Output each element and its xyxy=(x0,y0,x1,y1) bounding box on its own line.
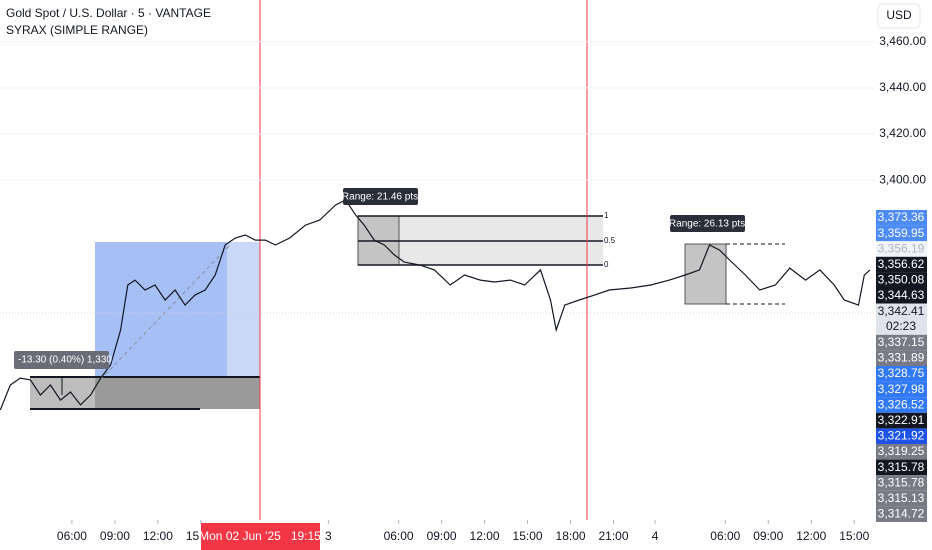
x-tick-label: 09:00 xyxy=(100,529,130,543)
x-tick-label: 15:00 xyxy=(839,529,869,543)
long-zone xyxy=(95,242,227,378)
price-tag xyxy=(876,256,927,273)
price-tag-label: 3,327.98 xyxy=(878,382,925,396)
price-tag-label: 3,350.08 xyxy=(878,273,925,287)
y-tick-label: 3,440.00 xyxy=(879,80,926,94)
time-panel xyxy=(0,520,932,550)
x-tick-label: 21:00 xyxy=(599,529,629,543)
x-tick-label: 06:00 xyxy=(57,529,87,543)
price-tag-label: 3,315.13 xyxy=(878,491,925,505)
price-tag-label: 3,356.62 xyxy=(878,257,925,271)
price-tag-label: 3,319.25 xyxy=(878,444,925,458)
price-tag xyxy=(876,210,927,226)
price-tag-label: 3,326.52 xyxy=(878,397,925,411)
y-tick-label: 3,460.00 xyxy=(879,34,926,48)
price-tag-label: 3,321.92 xyxy=(878,429,925,443)
level-label: 0 xyxy=(604,260,609,269)
price-tag xyxy=(876,334,927,351)
chart-title: Gold Spot / U.S. Dollar · 5 · VANTAGE xyxy=(6,6,211,20)
x-tick-label: 12:00 xyxy=(470,529,500,543)
level-label: 0.5 xyxy=(604,236,616,245)
x-tick-label: 09:00 xyxy=(753,529,783,543)
range-box xyxy=(684,243,727,305)
price-tag-label: 3,359.95 xyxy=(878,226,925,240)
price-line xyxy=(0,199,871,411)
x-tick-label: 18:00 xyxy=(556,529,586,543)
price-tag xyxy=(876,444,927,460)
countdown: 02:23 xyxy=(886,319,916,333)
series xyxy=(0,199,871,411)
x-tick-label: 06:00 xyxy=(384,529,414,543)
x-tick-label: 15:00 xyxy=(513,529,543,543)
price-tag xyxy=(876,303,927,335)
range-label-box xyxy=(343,188,418,205)
y-tick-label: 3,420.00 xyxy=(879,126,926,140)
range-label: Range: 26.13 pts xyxy=(669,219,745,230)
y-tick-label: 3,400.00 xyxy=(879,172,926,186)
price-tag-label: 3,322.91 xyxy=(878,413,925,427)
price-tag xyxy=(876,225,927,242)
long-zone-ext xyxy=(227,242,260,378)
price-tag-label: 3,314.72 xyxy=(878,507,925,521)
price-tag xyxy=(876,397,927,413)
chart-subtitle: SYRAX (SIMPLE RANGE) xyxy=(6,23,148,37)
price-tag xyxy=(876,459,927,476)
short-zone xyxy=(95,377,260,409)
price-tag-label: 3,315.78 xyxy=(878,460,925,474)
x-tick-label: 12:00 xyxy=(143,529,173,543)
price-tag-label: 3,356.19 xyxy=(878,241,925,255)
price-tag xyxy=(876,366,927,382)
x-axis: Jun06:0009:0012:0015:00306:0009:0012:001… xyxy=(57,520,870,543)
price-tag xyxy=(876,288,927,304)
currency-button[interactable] xyxy=(877,3,921,29)
price-tag-label: 3,373.36 xyxy=(878,210,925,224)
price-tag-label: 3,342.41 xyxy=(878,304,925,318)
price-tag xyxy=(876,350,927,366)
x-tick-label: 09:00 xyxy=(427,529,457,543)
price-tag xyxy=(876,241,927,257)
price-tags: 3,373.36 3,359.953,356.19 3,356.62 3,350.08… xyxy=(876,210,927,522)
price-tag-label: 3,344.63 xyxy=(878,288,925,302)
price-tag xyxy=(876,475,927,491)
measure-label: -13.30 (0.40%) 1,330 xyxy=(18,355,112,366)
price-tag-label: 3,331.89 xyxy=(878,351,925,365)
price-tag xyxy=(876,381,927,398)
x-tick-label: 4 xyxy=(652,529,659,543)
crosshair-time-box xyxy=(201,523,320,550)
price-tag xyxy=(876,272,927,288)
price-tag xyxy=(876,412,927,429)
x-tick-label: 12:00 xyxy=(796,529,826,543)
price-tag xyxy=(876,428,927,444)
price-tag xyxy=(876,506,927,522)
x-tick-label: 3 xyxy=(325,529,332,543)
level-label: 1 xyxy=(604,211,609,220)
currency-label[interactable]: USD xyxy=(886,8,912,22)
x-tick-label: 06:00 xyxy=(710,529,740,543)
drawings xyxy=(0,0,875,520)
price-tag xyxy=(876,490,927,507)
crosshair-time: Mon 02 Jun '25 19:15 xyxy=(199,529,321,543)
range-label: Range: 21.46 pts xyxy=(342,192,418,203)
price-tag-label: 3,328.75 xyxy=(878,366,925,380)
price-tag-label: 3,315.78 xyxy=(878,475,925,489)
range-label-box xyxy=(670,215,745,232)
price-tag-label: 3,337.15 xyxy=(878,335,925,349)
measure-box xyxy=(14,351,109,369)
